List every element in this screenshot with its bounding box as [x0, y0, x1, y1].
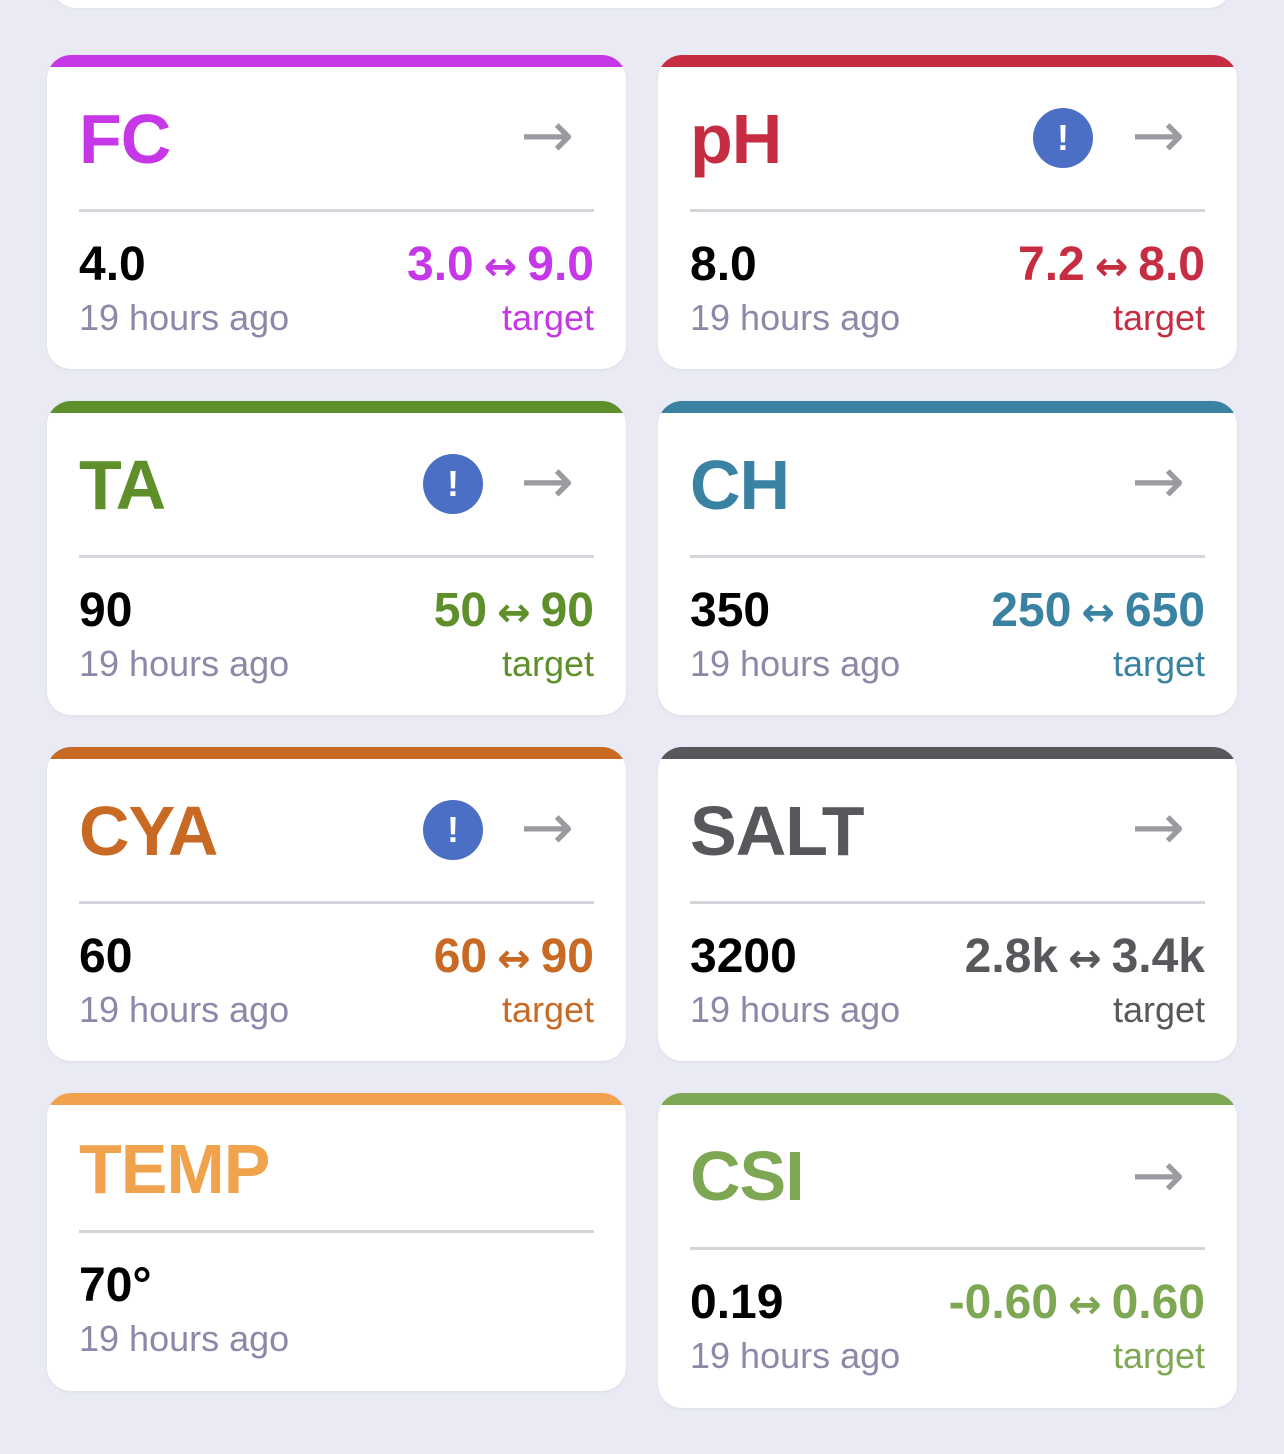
target-label: target	[1112, 643, 1205, 684]
card-accent-bar	[47, 1093, 626, 1105]
reading-value: 3200	[690, 930, 797, 983]
card-title: TEMP	[79, 1130, 270, 1208]
card-divider	[79, 209, 594, 212]
previous-card-bottom	[52, 0, 1232, 8]
reading-time: 19 hours ago	[79, 989, 290, 1030]
target-range: 3.0 ↔ 9.0	[407, 237, 594, 295]
range-separator-icon: ↔	[1081, 590, 1115, 636]
card-title: CH	[690, 446, 790, 524]
target-range-high: 90	[540, 930, 594, 983]
reading-time: 19 hours ago	[690, 297, 901, 338]
reading-value: 70°	[79, 1259, 152, 1312]
card-accent-bar	[658, 1093, 1237, 1105]
target-label: target	[1112, 297, 1205, 338]
arrow-right-icon[interactable]: →	[1131, 445, 1185, 519]
arrow-right-icon[interactable]: →	[1131, 99, 1185, 173]
card-title: SALT	[690, 792, 865, 870]
target-range-high: 650	[1124, 584, 1205, 637]
arrow-right-icon[interactable]: →	[520, 99, 574, 173]
reading-time: 19 hours ago	[690, 643, 901, 684]
arrow-right-icon[interactable]: →	[520, 791, 574, 865]
reading-value: 350	[690, 584, 771, 637]
target-range-high: 0.60	[1111, 1276, 1205, 1329]
arrow-right-icon[interactable]: →	[1131, 1139, 1185, 1213]
target-range-low: 7.2	[1018, 238, 1085, 291]
card-temp[interactable]: TEMP 70° 19 hours ago	[47, 1093, 626, 1391]
target-label: target	[501, 989, 594, 1030]
target-range-low: 50	[433, 584, 488, 637]
reading-time: 19 hours ago	[79, 297, 290, 338]
card-title: TA	[79, 446, 166, 524]
card-divider	[690, 209, 1205, 212]
target-range-high: 9.0	[527, 238, 594, 291]
card-divider	[690, 1247, 1205, 1250]
card-accent-bar	[658, 401, 1237, 413]
target-label: target	[501, 643, 594, 684]
range-separator-icon: ↔	[1094, 244, 1129, 290]
target-label: target	[1112, 1335, 1205, 1376]
card-divider	[79, 1230, 594, 1233]
card-salt[interactable]: SALT → 3200 19 hours ago 2.8k ↔ 3.4k targe…	[658, 747, 1237, 1061]
reading-value: 4.0	[79, 238, 146, 291]
target-range-low: 60	[433, 930, 488, 983]
card-title: CYA	[79, 792, 218, 870]
reading-time: 19 hours ago	[690, 989, 901, 1030]
range-separator-icon: ↔	[1068, 1282, 1102, 1328]
target-range: -0.60 ↔ 0.60	[949, 1275, 1205, 1333]
card-cya[interactable]: CYA ! → 60 19 hours ago 60 ↔ 90 target	[47, 747, 626, 1061]
target-range: 50 ↔ 90	[434, 583, 594, 641]
card-accent-bar	[47, 55, 626, 67]
target-range: 2.8k ↔ 3.4k	[965, 929, 1205, 987]
target-range: 60 ↔ 90	[434, 929, 594, 987]
card-ph[interactable]: pH ! → 8.0 19 hours ago 7.2 ↔ 8.0 target	[658, 55, 1237, 369]
target-range-low: -0.60	[948, 1276, 1059, 1329]
target-range-low: 2.8k	[964, 930, 1059, 983]
reading-value: 0.19	[690, 1276, 784, 1329]
arrow-right-icon[interactable]: →	[1131, 791, 1185, 865]
target-label: target	[501, 297, 594, 338]
reading-time: 19 hours ago	[79, 1318, 290, 1359]
reading-value: 8.0	[690, 238, 757, 291]
target-label: target	[1112, 989, 1205, 1030]
reading-value: 90	[79, 584, 133, 637]
card-divider	[79, 555, 594, 558]
card-title: CSI	[690, 1137, 805, 1215]
range-separator-icon: ↔	[1068, 936, 1102, 982]
card-ch[interactable]: CH → 350 19 hours ago 250 ↔ 650 target	[658, 401, 1237, 715]
card-divider	[79, 901, 594, 904]
card-csi[interactable]: CSI → 0.19 19 hours ago -0.60 ↔ 0.60 targe…	[658, 1093, 1237, 1408]
arrow-right-icon[interactable]: →	[520, 445, 574, 519]
card-accent-bar	[658, 55, 1237, 67]
target-range: 250 ↔ 650	[991, 583, 1205, 641]
target-range: 7.2 ↔ 8.0	[1018, 237, 1205, 295]
card-fc[interactable]: FC → 4.0 19 hours ago 3.0 ↔ 9.0 target	[47, 55, 626, 369]
target-range-high: 8.0	[1138, 238, 1205, 291]
card-accent-bar	[658, 747, 1237, 759]
range-separator-icon: ↔	[497, 590, 531, 636]
card-accent-bar	[47, 401, 626, 413]
card-divider	[690, 901, 1205, 904]
alert-icon[interactable]: !	[1033, 108, 1093, 168]
target-range-high: 3.4k	[1111, 930, 1205, 983]
card-ta[interactable]: TA ! → 90 19 hours ago 50 ↔ 90 target	[47, 401, 626, 715]
reading-value: 60	[79, 930, 133, 983]
range-separator-icon: ↔	[483, 244, 518, 290]
target-range-high: 90	[540, 584, 594, 637]
reading-time: 19 hours ago	[690, 1335, 901, 1376]
card-accent-bar	[47, 747, 626, 759]
alert-icon[interactable]: !	[423, 800, 483, 860]
target-range-low: 250	[991, 584, 1072, 637]
card-title: FC	[79, 100, 171, 178]
card-divider	[690, 555, 1205, 558]
range-separator-icon: ↔	[497, 936, 531, 982]
alert-icon[interactable]: !	[423, 454, 483, 514]
target-range-low: 3.0	[407, 238, 474, 291]
card-title: pH	[690, 100, 782, 178]
reading-time: 19 hours ago	[79, 643, 290, 684]
